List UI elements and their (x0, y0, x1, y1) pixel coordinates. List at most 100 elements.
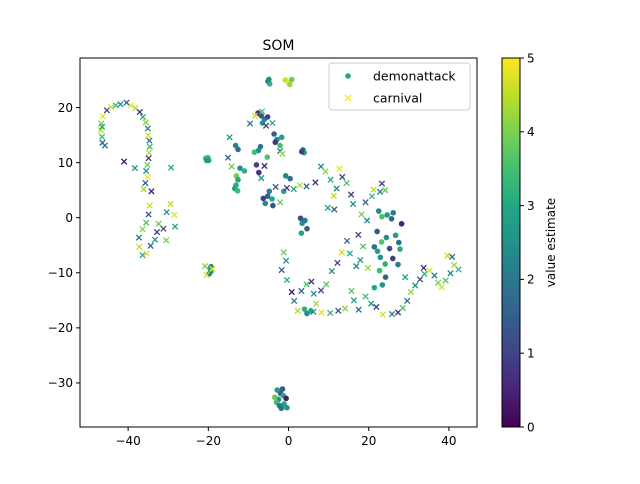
point-demonattack (378, 239, 385, 245)
point-carnival (167, 200, 174, 208)
x-tick-label: 20 (361, 434, 376, 448)
point-demonattack (271, 131, 277, 137)
point-demonattack (389, 255, 396, 262)
point-carnival (350, 297, 358, 304)
point-demonattack (272, 394, 278, 401)
point-carnival (278, 266, 285, 274)
point-carnival (108, 103, 115, 111)
point-carnival (412, 282, 419, 289)
point-demonattack (388, 216, 395, 222)
point-demonattack (390, 209, 396, 216)
point-demonattack (395, 261, 401, 268)
point-carnival (347, 191, 355, 198)
point-demonattack (253, 162, 260, 168)
point-demonattack (298, 230, 305, 236)
point-carnival (402, 274, 409, 281)
point-carnival (228, 163, 235, 170)
point-carnival (276, 199, 284, 206)
point-demonattack (302, 217, 308, 224)
point-carnival (127, 102, 135, 109)
point-demonattack (264, 193, 271, 200)
legend-box (328, 62, 471, 111)
point-demonattack (377, 254, 384, 261)
point-carnival (145, 155, 152, 162)
point-carnival (144, 173, 151, 181)
point-carnival (143, 167, 150, 175)
colorbar-tick-label: 3 (527, 199, 535, 213)
point-carnival (123, 99, 130, 106)
point-carnival (455, 266, 462, 273)
point-carnival (282, 257, 290, 264)
y-tick-label: −10 (48, 266, 73, 280)
point-carnival (328, 267, 335, 275)
point-carnival (426, 267, 433, 274)
point-carnival (155, 220, 162, 227)
point-demonattack (386, 245, 393, 252)
point-demonattack (270, 202, 276, 209)
point-carnival (148, 188, 155, 195)
point-demonattack (283, 395, 289, 402)
point-carnival (146, 137, 153, 144)
x-tick-label: −20 (196, 434, 221, 448)
y-tick-label: 10 (58, 156, 73, 170)
legend-label-carnival: carnival (373, 91, 422, 106)
point-carnival (338, 249, 346, 256)
point-demonattack (274, 387, 281, 393)
x-tick-label: 40 (441, 434, 456, 448)
point-demonattack (256, 169, 262, 176)
point-demonattack (304, 310, 310, 317)
legend: demonattack carnival (328, 62, 471, 111)
point-carnival (322, 168, 329, 175)
point-carnival (308, 278, 315, 285)
point-carnival (382, 187, 389, 194)
point-carnival (135, 234, 143, 241)
point-carnival (136, 243, 143, 251)
y-tick-label: −30 (48, 376, 73, 390)
point-carnival (258, 174, 265, 182)
point-carnival (416, 276, 424, 283)
point-carnival (117, 101, 124, 108)
point-carnival (103, 107, 111, 114)
point-carnival (280, 249, 287, 256)
point-carnival (362, 293, 369, 300)
point-demonattack (396, 239, 402, 246)
point-carnival (331, 206, 338, 213)
point-carnival (131, 164, 139, 172)
point-carnival (251, 112, 259, 119)
point-carnival (147, 242, 154, 249)
point-carnival (362, 199, 369, 206)
point-demonattack (262, 200, 269, 207)
point-carnival (324, 204, 331, 211)
point-carnival (201, 263, 209, 270)
point-carnival (294, 307, 301, 314)
legend-marker-demonattack (345, 73, 351, 79)
point-carnival (407, 288, 414, 296)
point-carnival (262, 122, 270, 129)
point-carnival (349, 200, 357, 208)
point-carnival (136, 108, 143, 116)
point-carnival (335, 307, 342, 314)
point-carnival (444, 252, 451, 259)
point-carnival (279, 150, 286, 157)
point-demonattack (304, 225, 310, 232)
colorbar-ticks: 0 1 2 3 4 5 (520, 51, 535, 434)
point-carnival (379, 311, 386, 318)
point-demonattack (288, 76, 295, 83)
point-carnival (339, 173, 346, 181)
colorbar: 0 1 2 3 4 5 value estimate (501, 51, 558, 434)
point-demonattack (379, 282, 386, 288)
point-carnival (269, 119, 276, 127)
point-demonattack (371, 244, 378, 250)
point-carnival (167, 164, 175, 171)
point-carnival (421, 270, 428, 278)
point-carnival (420, 264, 427, 271)
point-carnival (144, 161, 151, 169)
colorbar-tick-label: 5 (527, 51, 535, 65)
legend-label-demonattack: demonattack (373, 69, 456, 84)
point-carnival (146, 202, 153, 209)
colorbar-tick-label: 2 (527, 273, 535, 287)
point-carnival (341, 305, 349, 312)
point-carnival (146, 143, 153, 150)
point-carnival (310, 308, 317, 316)
